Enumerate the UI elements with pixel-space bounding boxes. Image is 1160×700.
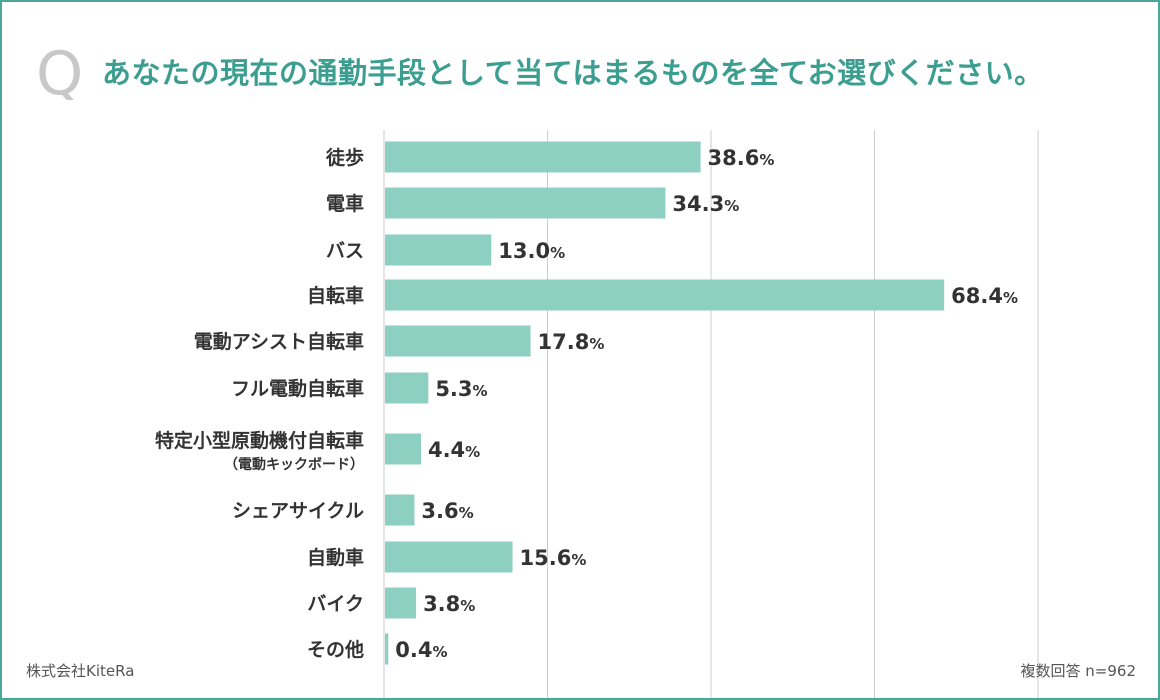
value-label-5: 5.3% — [435, 377, 487, 401]
value-unit-6: % — [465, 443, 480, 461]
value-label-7: 3.6% — [421, 499, 473, 523]
value-unit-1: % — [724, 197, 739, 215]
value-number-1: 34.3 — [672, 192, 724, 216]
value-number-8: 15.6 — [520, 546, 572, 570]
category-label-10: その他 — [307, 638, 364, 661]
category-label-4: 電動アシスト自転車 — [194, 330, 364, 353]
source-credit: 株式会社KiteRa — [26, 662, 135, 680]
value-unit-4: % — [589, 335, 604, 353]
value-label-3: 68.4% — [951, 284, 1018, 308]
value-number-4: 17.8 — [538, 330, 590, 354]
chart-title: あなたの現在の通勤手段として当てはまるものを全てお選びください。 — [102, 56, 1044, 90]
bar-5 — [385, 372, 429, 404]
bar-10 — [385, 633, 389, 665]
category-label-6: 特定小型原動機付自転車 — [155, 429, 364, 452]
value-label-1: 34.3% — [672, 192, 739, 216]
bar-6 — [385, 433, 421, 465]
value-label-8: 15.6% — [520, 546, 587, 570]
value-label-10: 0.4% — [395, 638, 447, 662]
category-label-7: シェアサイクル — [232, 500, 364, 522]
svg-text:Q: Q — [36, 42, 83, 100]
value-number-6: 4.4 — [428, 438, 465, 462]
value-unit-7: % — [459, 504, 474, 522]
category-label-3: 自転車 — [307, 284, 364, 307]
value-unit-2: % — [550, 244, 565, 262]
value-number-9: 3.8 — [423, 592, 460, 616]
category-label-1: 電車 — [326, 192, 364, 215]
category-label-9: バイク — [307, 593, 364, 615]
value-label-9: 3.8% — [423, 592, 475, 616]
value-number-5: 5.3 — [435, 377, 472, 401]
bar-0 — [385, 141, 701, 173]
bar-9 — [385, 587, 417, 619]
bar-8 — [385, 541, 513, 573]
value-number-10: 0.4 — [395, 638, 432, 662]
bar-4 — [385, 325, 531, 357]
category-label-2: バス — [326, 240, 364, 262]
value-unit-0: % — [759, 151, 774, 169]
value-unit-9: % — [460, 597, 475, 615]
value-unit-10: % — [432, 643, 447, 661]
category-label-5: フル電動自転車 — [231, 377, 364, 400]
value-number-7: 3.6 — [421, 499, 458, 523]
category-label-0: 徒歩 — [325, 146, 364, 169]
value-label-2: 13.0% — [498, 239, 565, 263]
bar-1 — [385, 187, 666, 219]
bar-7 — [385, 494, 415, 526]
bar-2 — [385, 234, 492, 266]
value-number-3: 68.4 — [951, 284, 1003, 308]
category-label-8: 自動車 — [307, 546, 364, 569]
value-unit-5: % — [473, 382, 488, 400]
value-label-4: 17.8% — [538, 330, 605, 354]
value-unit-8: % — [571, 551, 586, 569]
category-sublabel-6: （電動キックボード） — [224, 456, 364, 473]
bar-3 — [385, 279, 945, 311]
q-mark-icon: Q — [36, 42, 83, 100]
value-label-6: 4.4% — [428, 438, 480, 462]
value-number-2: 13.0 — [498, 239, 550, 263]
value-label-0: 38.6% — [708, 146, 775, 170]
value-unit-3: % — [1003, 289, 1018, 307]
sample-size-note: 複数回答 n=962 — [1020, 662, 1136, 680]
value-number-0: 38.6 — [708, 146, 760, 170]
